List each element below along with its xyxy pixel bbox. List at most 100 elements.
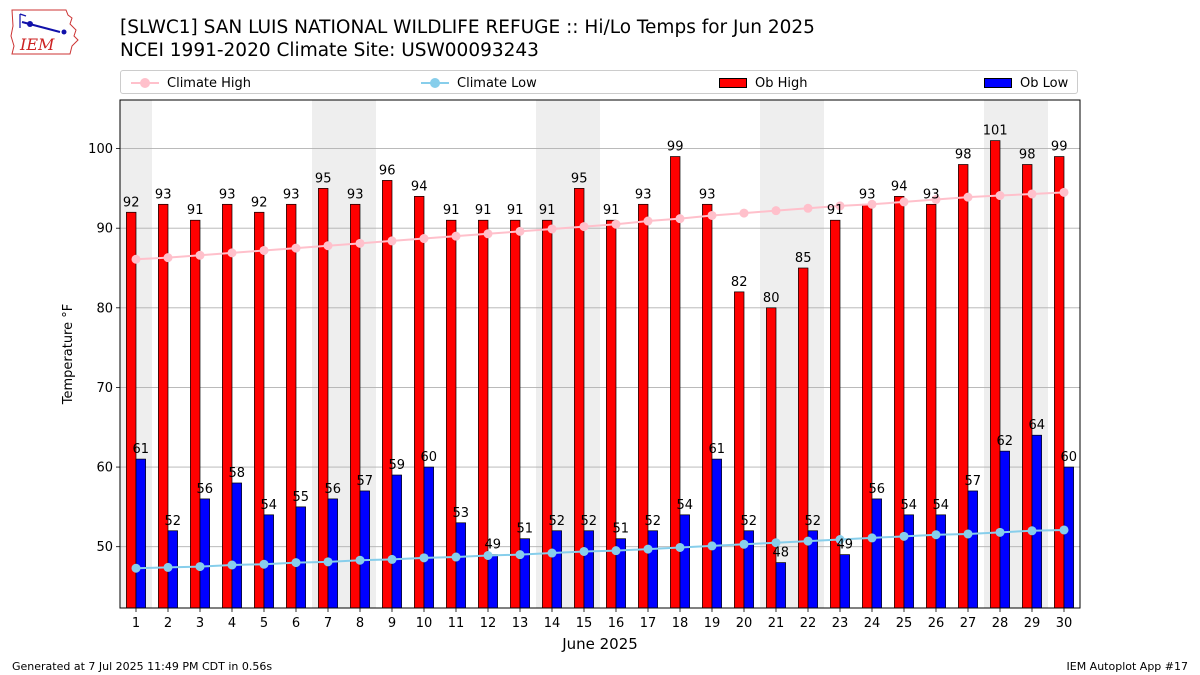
- x-tick-label: 18: [672, 616, 689, 631]
- legend-label-climate-high: Climate High: [167, 75, 252, 91]
- legend-swatch-climate-high: [131, 76, 159, 90]
- ob-low-bar: [135, 458, 146, 609]
- ob-low-data-label: 52: [805, 514, 822, 529]
- ob-high-bar: [574, 188, 585, 609]
- iem-logo: IEM: [10, 9, 79, 55]
- ob-high-data-label: 91: [603, 203, 620, 218]
- ob-high-bar: [798, 267, 809, 609]
- climate-low-point: [163, 562, 173, 572]
- legend-item-ob-high: Ob High: [719, 74, 808, 92]
- x-tick-label: 21: [768, 616, 785, 631]
- climate-low-point: [323, 557, 333, 567]
- ob-low-data-label: 56: [869, 482, 886, 497]
- x-tick-label: 23: [832, 616, 849, 631]
- ob-high-data-label: 93: [923, 187, 940, 202]
- x-tick-label: 8: [356, 616, 364, 631]
- climate-low-point: [835, 535, 845, 545]
- ob-high-data-label: 93: [347, 187, 364, 202]
- climate-low-point: [707, 541, 717, 551]
- ob-low-bar: [775, 562, 786, 609]
- ob-low-bar: [487, 554, 498, 609]
- ob-high-data-label: 93: [283, 187, 300, 202]
- ob-high-bar: [862, 203, 873, 609]
- ob-low-bar: [1063, 466, 1074, 609]
- ob-high-bar: [158, 203, 169, 609]
- ob-high-data-label: 92: [251, 195, 268, 210]
- ob-high-bar: [446, 219, 457, 609]
- ob-low-data-label: 61: [709, 442, 726, 457]
- ob-low-bar: [647, 530, 658, 609]
- ob-high-bar: [318, 188, 329, 609]
- ob-high-data-label: 92: [123, 195, 140, 210]
- ob-high-bar: [670, 156, 681, 609]
- ob-low-bar: [967, 490, 978, 609]
- climate-low-point: [963, 529, 973, 539]
- legend-label-ob-low: Ob Low: [1020, 75, 1069, 91]
- ob-high-bar: [1054, 156, 1065, 609]
- x-tick-label: 11: [448, 616, 465, 631]
- chart-subtitle: NCEI 1991-2020 Climate Site: USW00093243: [120, 40, 539, 61]
- climate-high-point: [387, 236, 397, 246]
- x-tick-label: 16: [608, 616, 625, 631]
- climate-low-point: [995, 527, 1005, 537]
- climate-high-point: [195, 250, 205, 260]
- climate-low-point: [547, 548, 557, 558]
- ob-high-data-label: 93: [859, 187, 876, 202]
- ob-high-bar: [510, 219, 521, 609]
- y-tick-label: 100: [88, 142, 113, 157]
- climate-high-point: [643, 216, 653, 226]
- ob-high-data-label: 98: [1019, 147, 1036, 162]
- climate-low-point: [419, 553, 429, 563]
- climate-low-point: [227, 560, 237, 570]
- climate-high-point: [227, 248, 237, 258]
- ob-high-bar: [222, 203, 233, 609]
- climate-high-point: [483, 229, 493, 239]
- climate-high-point: [1059, 187, 1069, 197]
- climate-low-point: [643, 544, 653, 554]
- ob-low-data-label: 53: [453, 506, 470, 521]
- climate-low-point: [355, 555, 365, 565]
- ob-low-data-label: 52: [741, 514, 758, 529]
- ob-high-data-label: 85: [795, 251, 812, 266]
- climate-high-point: [163, 253, 173, 263]
- ob-high-bar: [734, 291, 745, 609]
- climate-low-point: [611, 546, 621, 556]
- x-tick-label: 27: [960, 616, 977, 631]
- ob-low-bar: [583, 530, 594, 609]
- y-tick-label: 70: [96, 381, 113, 396]
- ob-low-bar: [903, 514, 914, 609]
- ob-high-bar: [926, 203, 937, 609]
- climate-high-point: [323, 241, 333, 251]
- climate-low-point: [291, 558, 301, 568]
- legend-label-ob-high: Ob High: [755, 75, 808, 91]
- climate-high-point: [707, 210, 717, 220]
- x-tick-label: 28: [992, 616, 1009, 631]
- climate-high-point: [611, 219, 621, 229]
- climate-low-point: [451, 552, 461, 562]
- ob-low-bar: [711, 458, 722, 609]
- ob-high-bar: [190, 219, 201, 609]
- ob-high-bar: [286, 203, 297, 609]
- footer-generated-text: Generated at 7 Jul 2025 11:49 PM CDT in …: [12, 660, 273, 673]
- climate-low-point: [931, 530, 941, 540]
- climate-low-line: [135, 528, 1065, 570]
- x-tick-label: 6: [292, 616, 300, 631]
- ob-high-data-label: 93: [635, 187, 652, 202]
- ob-low-data-label: 54: [677, 498, 694, 513]
- x-tick-label: 10: [416, 616, 433, 631]
- ob-high-bar: [766, 307, 777, 609]
- legend-swatch-ob-low: [984, 78, 1012, 88]
- ob-low-data-label: 52: [549, 514, 566, 529]
- ob-high-data-label: 93: [699, 187, 716, 202]
- plot-frame: [119, 99, 1081, 609]
- y-tick-label: 80: [96, 301, 113, 316]
- climate-high-point: [515, 226, 525, 236]
- ob-low-data-label: 59: [389, 458, 406, 473]
- climate-low-point: [579, 546, 589, 556]
- climate-high-point: [835, 201, 845, 211]
- ob-high-data-label: 80: [763, 291, 780, 306]
- ob-high-bar: [990, 140, 1001, 609]
- ob-low-data-label: 62: [997, 434, 1014, 449]
- ob-low-bar: [327, 498, 338, 609]
